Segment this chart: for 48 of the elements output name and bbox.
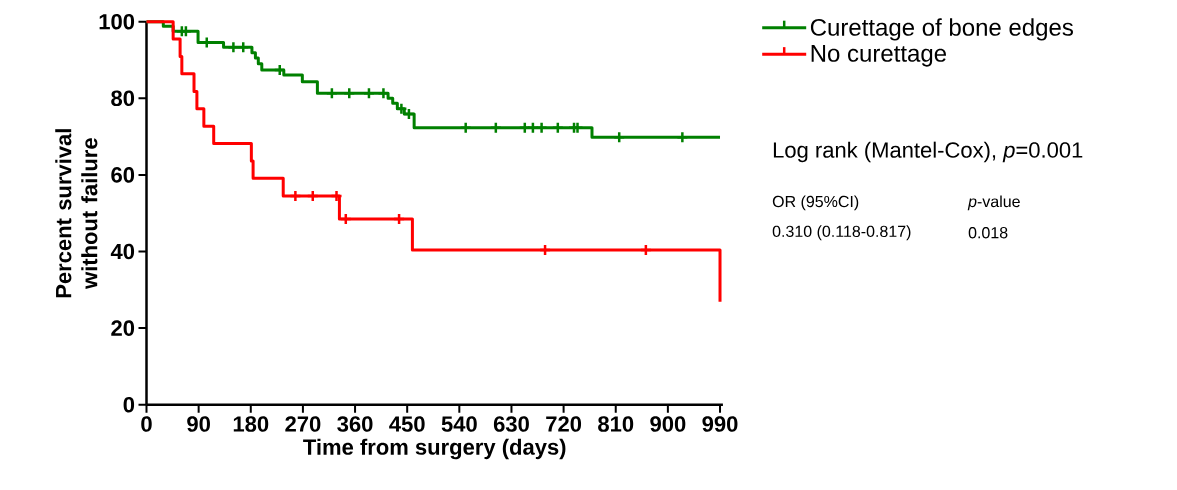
point	[526, 121, 540, 135]
point	[551, 121, 565, 135]
point	[489, 121, 503, 135]
x-tick-label: 720	[546, 416, 582, 432]
point	[392, 212, 406, 226]
point	[339, 212, 353, 226]
y-tick-label: 60	[111, 167, 135, 183]
point	[639, 243, 653, 257]
x-tick-label: 630	[493, 416, 529, 432]
x-tick-label: 0	[141, 416, 152, 432]
y-tick-label: 0	[123, 396, 135, 413]
y-tick-label: 40	[110, 243, 135, 260]
x-tick-label: 900	[650, 416, 686, 432]
x-tick-label: 810	[598, 416, 634, 432]
point	[227, 41, 240, 54]
x-tick-label: 180	[233, 416, 269, 432]
x-tick-label: 540	[441, 416, 477, 432]
point	[273, 63, 286, 77]
point	[237, 41, 250, 54]
y-axis-title: Percent survival without failure	[55, 129, 98, 298]
point	[289, 189, 302, 203]
point	[330, 189, 343, 203]
y-tick-label: 80	[111, 90, 135, 107]
x-tick-label: 270	[285, 416, 321, 432]
point	[343, 87, 356, 100]
point	[535, 121, 548, 135]
legend-label: Curettage of bone edges	[810, 18, 1073, 41]
text: 0.310 (0.118-0.817)	[772, 225, 911, 241]
point	[612, 131, 626, 144]
point	[325, 87, 339, 100]
point	[459, 121, 472, 135]
text: OR (95%CI)	[772, 195, 859, 211]
point	[571, 121, 584, 135]
y-tick-label: 20	[111, 320, 135, 336]
text: Log rank (Mantel-Cox), p=0.001	[773, 141, 1083, 163]
x-tick-label: 450	[389, 416, 425, 432]
x-tick-label: 90	[187, 416, 210, 432]
x-axis-title: Time from surgery (days)	[303, 438, 566, 460]
point	[676, 131, 689, 144]
point	[362, 87, 376, 100]
legend-label: No curettage	[811, 45, 947, 67]
text: 0.018	[968, 227, 1008, 239]
point	[538, 243, 552, 257]
x-tick-label: 360	[337, 416, 373, 432]
y-tick-label: 100	[99, 13, 135, 30]
point	[306, 189, 320, 203]
x-tick-label: 990	[702, 416, 738, 432]
text: p-value	[967, 195, 1020, 211]
